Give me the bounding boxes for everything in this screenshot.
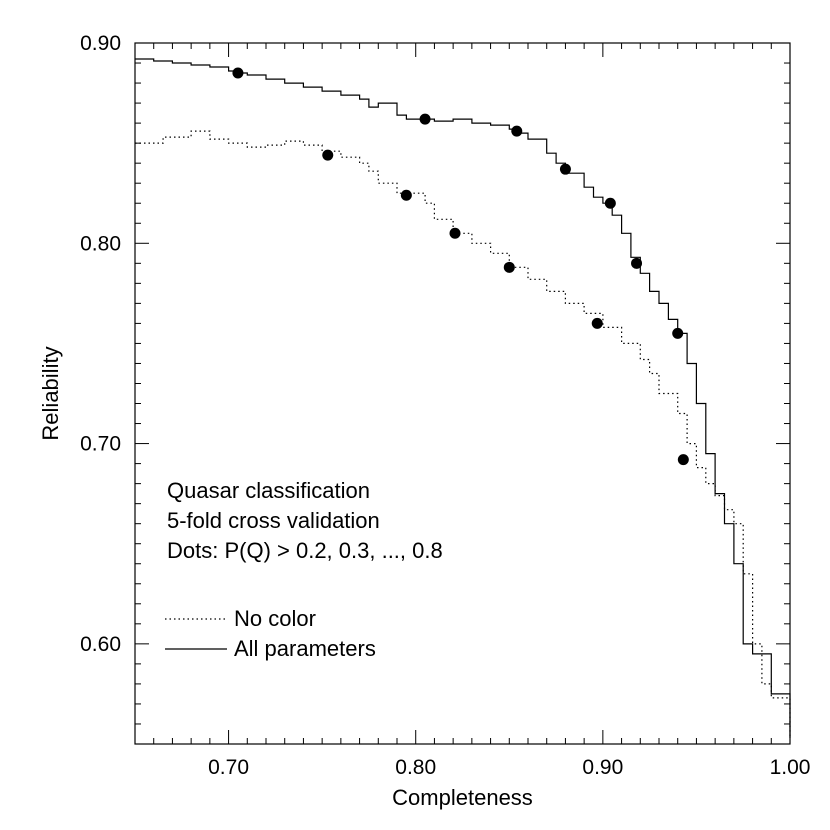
- x-tick-label: 0.90: [582, 756, 623, 779]
- series-lines: [135, 58, 791, 738]
- annotation-line-3: Dots: P(Q) > 0.2, 0.3, ..., 0.8: [167, 538, 443, 563]
- y-tick-label: 0.60: [80, 633, 121, 656]
- threshold-dot: [591, 317, 603, 329]
- threshold-dot: [631, 257, 643, 269]
- annotation-line-2: 5-fold cross validation: [167, 508, 380, 533]
- x-axis-label: Completeness: [392, 785, 533, 810]
- tick-labels: 0.70 0.80 0.90 1.00 0.60 0.70 0.80 0.90: [80, 32, 810, 779]
- threshold-dot: [419, 113, 431, 125]
- threshold-dot: [322, 149, 334, 161]
- annotation-block: Quasar classification 5-fold cross valid…: [167, 478, 443, 563]
- legend-label-no-color: No color: [234, 606, 316, 631]
- x-tick-label: 0.70: [208, 756, 249, 779]
- y-tick-label: 0.90: [80, 32, 121, 55]
- threshold-markers: [232, 67, 689, 466]
- threshold-dot: [449, 227, 461, 239]
- threshold-dot: [503, 261, 515, 273]
- threshold-dot: [511, 125, 523, 137]
- y-tick-label: 0.70: [80, 433, 121, 456]
- threshold-dot: [604, 197, 616, 209]
- y-tick-label: 0.80: [80, 232, 121, 255]
- threshold-dot: [400, 189, 412, 201]
- threshold-dot: [232, 67, 244, 79]
- x-tick-label: 1.00: [770, 756, 811, 779]
- threshold-dot: [559, 163, 571, 175]
- threshold-dot: [672, 327, 684, 339]
- x-tick-label: 0.80: [395, 756, 436, 779]
- threshold-dot: [677, 454, 689, 466]
- annotation-line-1: Quasar classification: [167, 478, 370, 503]
- y-axis-label: Reliability: [38, 346, 63, 440]
- legend-label-all-parameters: All parameters: [234, 636, 376, 661]
- series-all-parameters: [135, 58, 791, 738]
- plot-frame: [134, 42, 791, 745]
- legend: No color All parameters: [165, 606, 376, 661]
